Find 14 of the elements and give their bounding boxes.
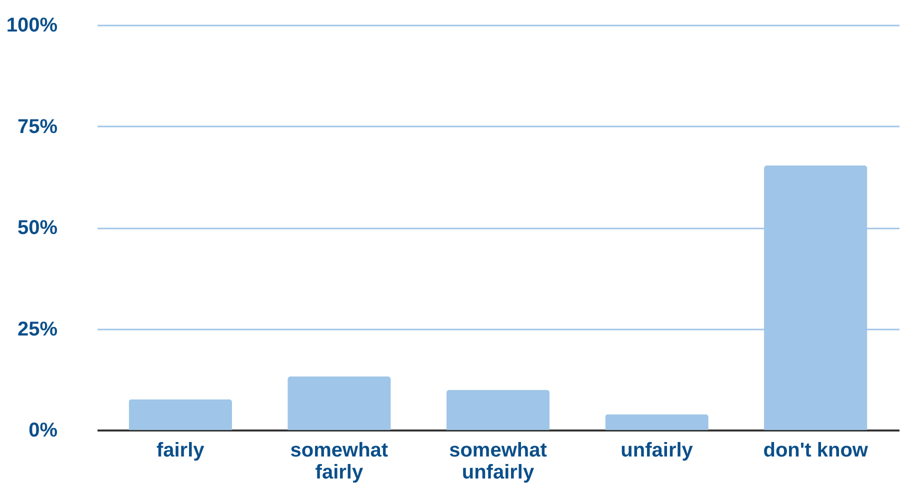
y-tick-label: 75% [17,116,58,138]
x-tick-label: fairly [156,440,206,462]
y-tick-label: 100% [6,14,58,36]
x-tick-label: don't know [763,440,868,462]
bar [605,414,708,430]
y-tick-label: 0% [28,420,58,442]
x-tick-label: somewhat fairly [290,440,388,484]
y-tick-label: 50% [17,217,58,239]
x-tick-label: somewhat unfairly [449,440,548,484]
bar [128,399,232,430]
bar [446,390,550,430]
bar [288,376,391,430]
y-tick-label: 25% [17,318,58,340]
x-tick-label: unfairly [620,440,694,462]
